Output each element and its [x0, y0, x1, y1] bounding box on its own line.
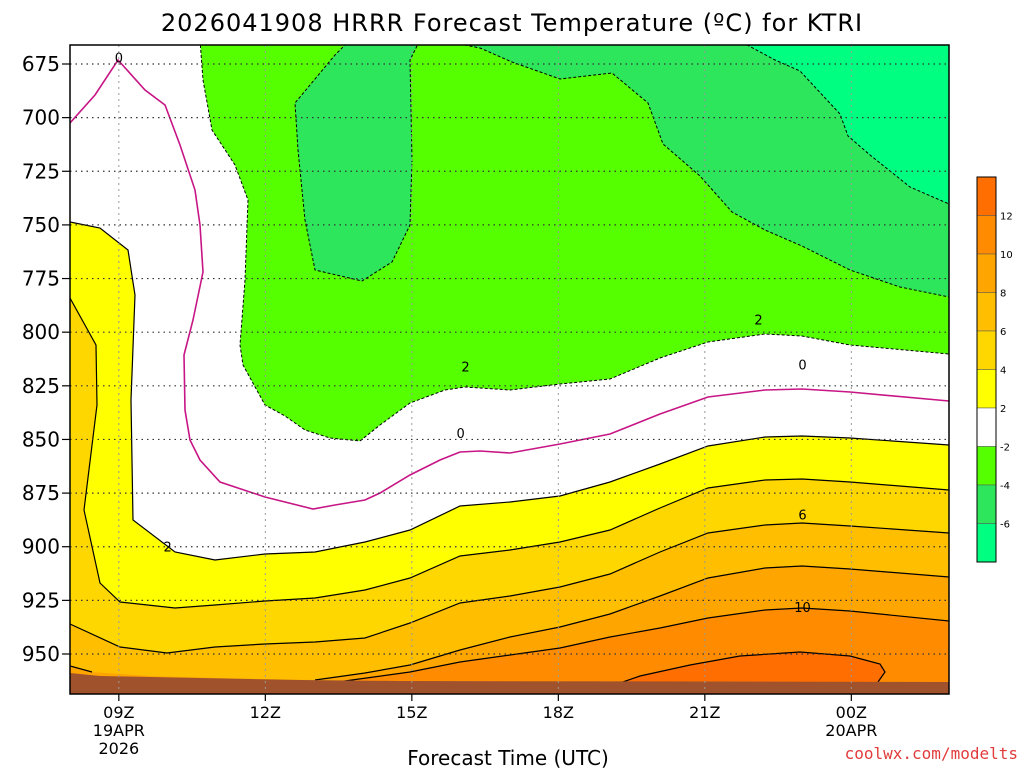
- colorbar-swatch: [976, 407, 997, 447]
- contour-line-10: [329, 607, 949, 684]
- contour-label: 2: [461, 361, 469, 376]
- contour-line-minus6: [746, 45, 949, 205]
- grid-lines: [70, 45, 949, 694]
- band-minus6-minus8: [747, 45, 949, 204]
- colorbar-swatch: [976, 369, 997, 409]
- contour-labels: 0 2 0 2 2 0 6 10: [115, 52, 811, 616]
- colorbar-label: 2: [1000, 404, 1006, 415]
- x-tick-label: 18Z: [543, 703, 574, 722]
- y-tick-label: 800: [22, 320, 60, 344]
- y-tick-label: 875: [22, 481, 60, 505]
- plot-frame: [69, 44, 950, 695]
- plot-area: 0 2 0 2 2 0 6 10: [69, 44, 950, 695]
- x-axis-label: Forecast Time (UTC): [407, 746, 609, 768]
- colorbar-swatch: [976, 330, 997, 370]
- contour-line-minus4-a: [294, 45, 419, 282]
- contour-line-minus2: [199, 45, 949, 442]
- contour-label: 0: [457, 427, 465, 442]
- colorbar-label: 12: [1000, 212, 1013, 223]
- dashed-contours: [199, 45, 949, 442]
- colorbar-label: 6: [1000, 327, 1006, 338]
- colorbar-swatch: [976, 484, 997, 524]
- ground-surface: [70, 673, 949, 694]
- y-tick-label: 700: [22, 106, 60, 130]
- contour-line-12: [599, 651, 886, 691]
- colorbar-swatch: [976, 215, 997, 255]
- y-tick-label: 950: [22, 642, 60, 666]
- contour-label: 6: [798, 509, 806, 524]
- x-tick-label: 15Z: [396, 703, 427, 722]
- chart-title: 2026041908 HRRR Forecast Temperature (ºC…: [161, 9, 863, 37]
- watermark[interactable]: coolwx.com/modelts: [845, 744, 1018, 763]
- colorbar-label: -4: [1000, 481, 1010, 492]
- contour-line-zero: [70, 58, 949, 510]
- contour-line-6: [70, 522, 949, 654]
- contour-label: 0: [798, 358, 806, 373]
- contour-label: 2: [754, 313, 762, 328]
- x-tick-year: 2026: [98, 739, 139, 758]
- colorbar-label: 8: [1000, 289, 1006, 300]
- x-tick-label: 00Z: [836, 703, 867, 722]
- colorbar-label: -2: [1000, 443, 1010, 454]
- colorbar-swatch: [976, 253, 997, 293]
- band-12-14: [600, 652, 885, 690]
- colorbar-frame: [976, 176, 997, 563]
- y-tick-label: 725: [22, 159, 60, 183]
- colorbar-swatch: [976, 523, 997, 563]
- y-tick-label: 925: [22, 588, 60, 612]
- x-tick-date: 20APR: [825, 721, 877, 740]
- colorbar-swatch: [976, 446, 997, 486]
- colorbar-swatch: [976, 292, 997, 332]
- y-tick-label: 850: [22, 427, 60, 451]
- colorbar-label: -6: [1000, 520, 1010, 531]
- colorbar-label: 4: [1000, 366, 1006, 377]
- x-tick-label: 09Z: [103, 703, 134, 722]
- colorbar-label: 10: [1000, 250, 1013, 261]
- y-tick-label: 775: [22, 267, 60, 291]
- y-axis: 675 700 725 750 775 800 825 850 875 900 925 950: [22, 52, 70, 666]
- y-tick-label: 750: [22, 213, 60, 237]
- colorbar: 12 10 8 6 4 2 -2 -4 -6: [976, 176, 1013, 563]
- y-tick-label: 825: [22, 374, 60, 398]
- y-tick-label: 900: [22, 535, 60, 559]
- contour-label: 2: [164, 541, 172, 556]
- x-tick-label: 21Z: [689, 703, 720, 722]
- band-minus4-minus6-a: [295, 45, 418, 281]
- x-tick-label: 12Z: [250, 703, 281, 722]
- band-minus4-minus6-b: [465, 45, 949, 297]
- contour-label: 10: [794, 601, 811, 616]
- contour-line-8: [70, 565, 949, 681]
- contour-line-2: [70, 221, 949, 561]
- y-tick-label: 675: [22, 52, 60, 76]
- x-tick-date: 19APR: [93, 721, 145, 740]
- contour-label: 0: [115, 52, 123, 67]
- colorbar-swatch: [976, 176, 997, 216]
